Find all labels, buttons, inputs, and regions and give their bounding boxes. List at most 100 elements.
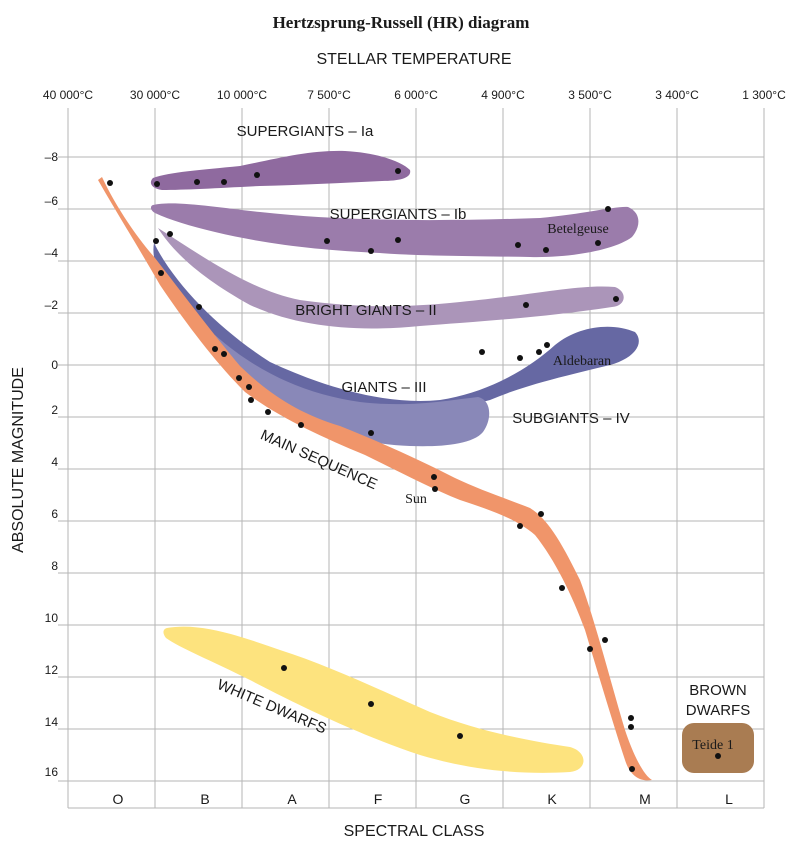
magnitude-tick: 8 [51,559,58,573]
star-dot [221,351,227,357]
star-dot [629,766,635,772]
temp-tick: 40 000°C [43,88,94,102]
magnitude-tick: 2 [51,403,58,417]
top-axis-ticks: 40 000°C 30 000°C 10 000°C 7 500°C 6 000… [43,88,786,102]
star-dot [395,168,401,174]
star-dot [559,585,565,591]
star-dot [154,181,160,187]
spectral-class-label: G [460,791,471,807]
white-dwarfs-region [163,626,584,773]
spectral-class-label: A [287,791,297,807]
giants-region [153,243,639,412]
star-dot [158,270,164,276]
diagram-title: Hertzsprung-Russell (HR) diagram [273,13,530,32]
spectral-class-label: B [200,791,209,807]
bottom-axis-classes: O B A F G K M L [113,791,734,807]
spectral-class-label: O [113,791,124,807]
magnitude-tick: –2 [45,298,59,312]
temp-tick: 30 000°C [130,88,181,102]
supergiants-ia-region [150,150,411,190]
temp-tick: 4 900°C [481,88,525,102]
star-dot [212,346,218,352]
temp-tick: 3 400°C [655,88,699,102]
magnitude-tick: –6 [45,194,59,208]
top-axis-label: STELLAR TEMPERATURE [316,51,511,68]
supergiants-ib-label: SUPERGIANTS – Ib [330,206,467,223]
star-dot [479,349,485,355]
magnitude-tick: 12 [45,663,59,677]
temp-tick: 7 500°C [307,88,351,102]
star-dot [368,701,374,707]
star-dot [167,231,173,237]
sun-label: Sun [405,492,427,507]
brown-dwarfs-region [682,723,754,773]
magnitude-tick: 14 [45,715,59,729]
star-dot [432,486,438,492]
supergiants-ia-label: SUPERGIANTS – Ia [237,123,374,140]
star-dot [628,715,634,721]
star-dot [587,646,593,652]
star-dot [196,304,202,310]
temp-tick: 3 500°C [568,88,612,102]
brown-dwarfs-label-line2: DWARFS [686,702,750,719]
star-dot [517,523,523,529]
star-dot [298,422,304,428]
subgiants-region [214,335,490,447]
star-dot [368,430,374,436]
stars [107,168,721,772]
magnitude-tick: 4 [51,455,58,469]
temp-tick: 6 000°C [394,88,438,102]
teide-label: Teide 1 [692,738,733,753]
star-dot [107,180,113,186]
star-dot [602,637,608,643]
star-dot [194,179,200,185]
magnitude-tick: 16 [45,765,59,779]
bright-giants-label: BRIGHT GIANTS – II [295,302,436,319]
star-dot [543,247,549,253]
star-dot [248,397,254,403]
temp-tick: 1 300°C [742,88,786,102]
star-dot [265,409,271,415]
magnitude-tick: –8 [45,150,59,164]
star-dot [457,733,463,739]
star-dot [613,296,619,302]
brown-dwarfs-label-line1: BROWN [689,682,747,699]
spectral-class-label: F [374,791,383,807]
star-dot [324,238,330,244]
betelgeuse-label: Betelgeuse [547,222,608,237]
star-dot [536,349,542,355]
magnitude-tick: 0 [51,358,58,372]
star-dot [395,237,401,243]
magnitude-tick: 6 [51,507,58,521]
giants-label: GIANTS – III [341,379,426,396]
star-dot [595,240,601,246]
bottom-axis-label: SPECTRAL CLASS [344,823,485,840]
star-dot [715,753,721,759]
star-dot [605,206,611,212]
star-dot [153,238,159,244]
left-axis-label: ABSOLUTE MAGNITUDE [10,367,27,553]
star-dot [281,665,287,671]
magnitude-tick: –4 [45,246,59,260]
spectral-class-label: M [639,791,651,807]
star-dot [523,302,529,308]
star-dot [628,724,634,730]
star-dot [515,242,521,248]
bright-giants-region [158,228,624,329]
star-dot [538,511,544,517]
subgiants-label: SUBGIANTS – IV [512,410,630,427]
star-dot [254,172,260,178]
left-axis-ticks: –8 –6 –4 –2 0 2 4 6 8 10 12 14 16 [45,150,59,779]
spectral-class-label: L [725,791,733,807]
temp-tick: 10 000°C [217,88,268,102]
star-dot [221,179,227,185]
star-dot [544,342,550,348]
aldebaran-label: Aldebaran [553,354,611,369]
magnitude-tick: 10 [45,611,59,625]
star-dot [236,375,242,381]
star-dot [246,384,252,390]
star-dot [431,474,437,480]
star-dot [517,355,523,361]
spectral-class-label: K [547,791,557,807]
